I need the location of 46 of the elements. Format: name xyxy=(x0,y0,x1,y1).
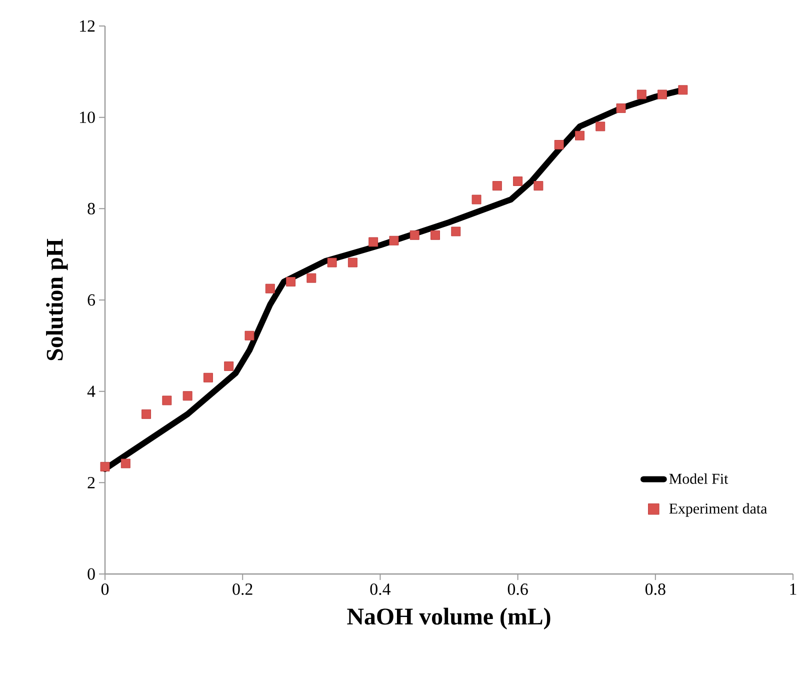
point xyxy=(472,194,482,204)
point xyxy=(554,140,564,150)
y-tick-label: 8 xyxy=(88,202,95,214)
point xyxy=(100,462,110,472)
y-axis-title: Solution pH xyxy=(46,238,68,360)
point xyxy=(327,258,337,268)
point xyxy=(306,273,316,283)
point xyxy=(410,230,420,240)
y-tick-label: 6 xyxy=(88,294,96,306)
point xyxy=(492,181,502,191)
x-tick-label: 0.2 xyxy=(232,583,252,595)
point xyxy=(596,122,606,132)
point xyxy=(616,103,626,113)
y-tick-label: 12 xyxy=(80,20,95,32)
point xyxy=(574,130,584,140)
y-tick-label: 0 xyxy=(88,568,95,580)
legend-label: Model Fit xyxy=(669,473,728,484)
point xyxy=(142,409,152,419)
point xyxy=(389,236,399,246)
y-tick-label: 4 xyxy=(87,386,96,397)
point xyxy=(203,372,213,382)
x-tick-label: 0 xyxy=(101,583,109,595)
point xyxy=(224,361,234,371)
point xyxy=(244,330,254,340)
point xyxy=(678,85,688,95)
point xyxy=(286,276,296,286)
legend-label: Experiment data xyxy=(669,503,767,517)
point xyxy=(348,258,358,268)
point xyxy=(162,396,172,406)
x-tick-label: 0.4 xyxy=(370,583,391,595)
point xyxy=(534,181,544,191)
point xyxy=(265,284,275,294)
point xyxy=(658,90,668,100)
point xyxy=(120,458,130,468)
x-axis-title: NaOH volume (mL) xyxy=(347,608,550,630)
point xyxy=(513,176,523,186)
point xyxy=(368,237,378,247)
point xyxy=(182,391,192,401)
y-tick-label: 2 xyxy=(88,477,95,488)
point xyxy=(451,226,461,236)
point xyxy=(430,230,440,240)
y-tick-label: 10 xyxy=(80,112,95,124)
point xyxy=(636,90,646,100)
x-tick-label: 0.6 xyxy=(508,583,528,595)
x-tick-label: 1 xyxy=(790,583,796,595)
x-tick-label: 0.8 xyxy=(645,583,666,595)
